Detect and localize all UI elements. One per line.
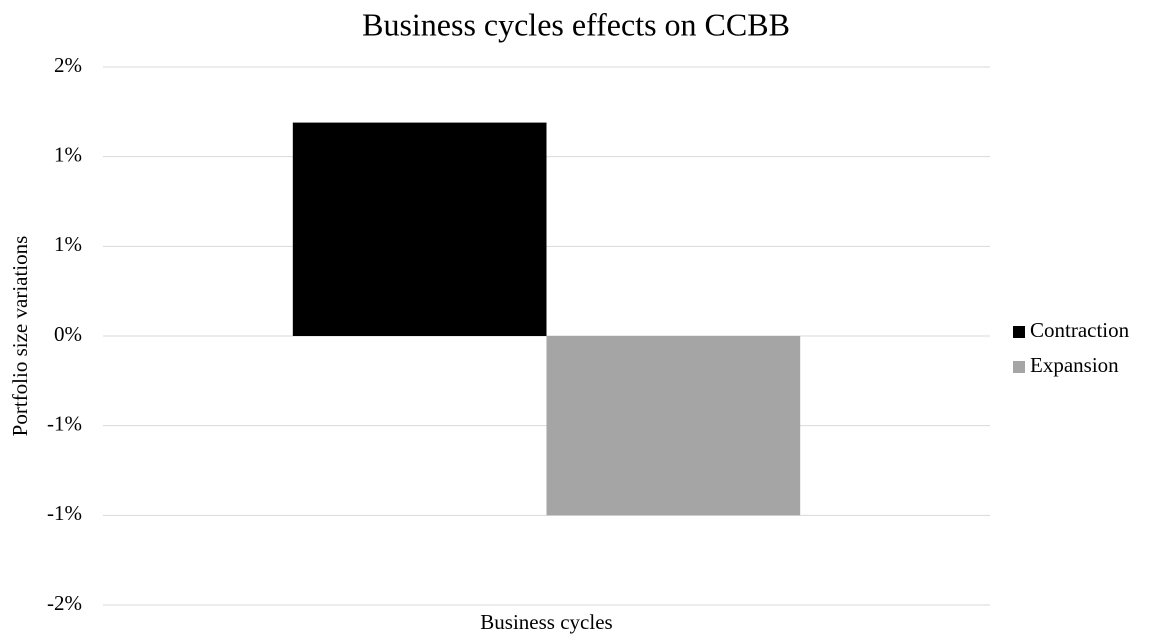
y-tick-label: 0% — [54, 322, 82, 346]
bar — [292, 122, 547, 337]
chart-title: Business cycles effects on CCBB — [362, 6, 790, 42]
y-tick-label: 1% — [54, 142, 82, 166]
y-tick-label: -1% — [47, 501, 82, 525]
y-tick-label: -2% — [47, 591, 82, 615]
y-axis-label: Portfolio size variations — [8, 236, 32, 437]
y-tick-label: 2% — [54, 53, 82, 77]
bar — [546, 336, 801, 516]
x-tick-label: Business cycles — [480, 610, 612, 634]
legend-swatch — [1013, 326, 1025, 338]
legend-swatch — [1013, 361, 1025, 373]
y-tick-label: 1% — [54, 232, 82, 256]
y-tick-label: -1% — [47, 411, 82, 435]
legend-label: Expansion — [1030, 353, 1119, 377]
legend-label: Contraction — [1030, 318, 1130, 342]
